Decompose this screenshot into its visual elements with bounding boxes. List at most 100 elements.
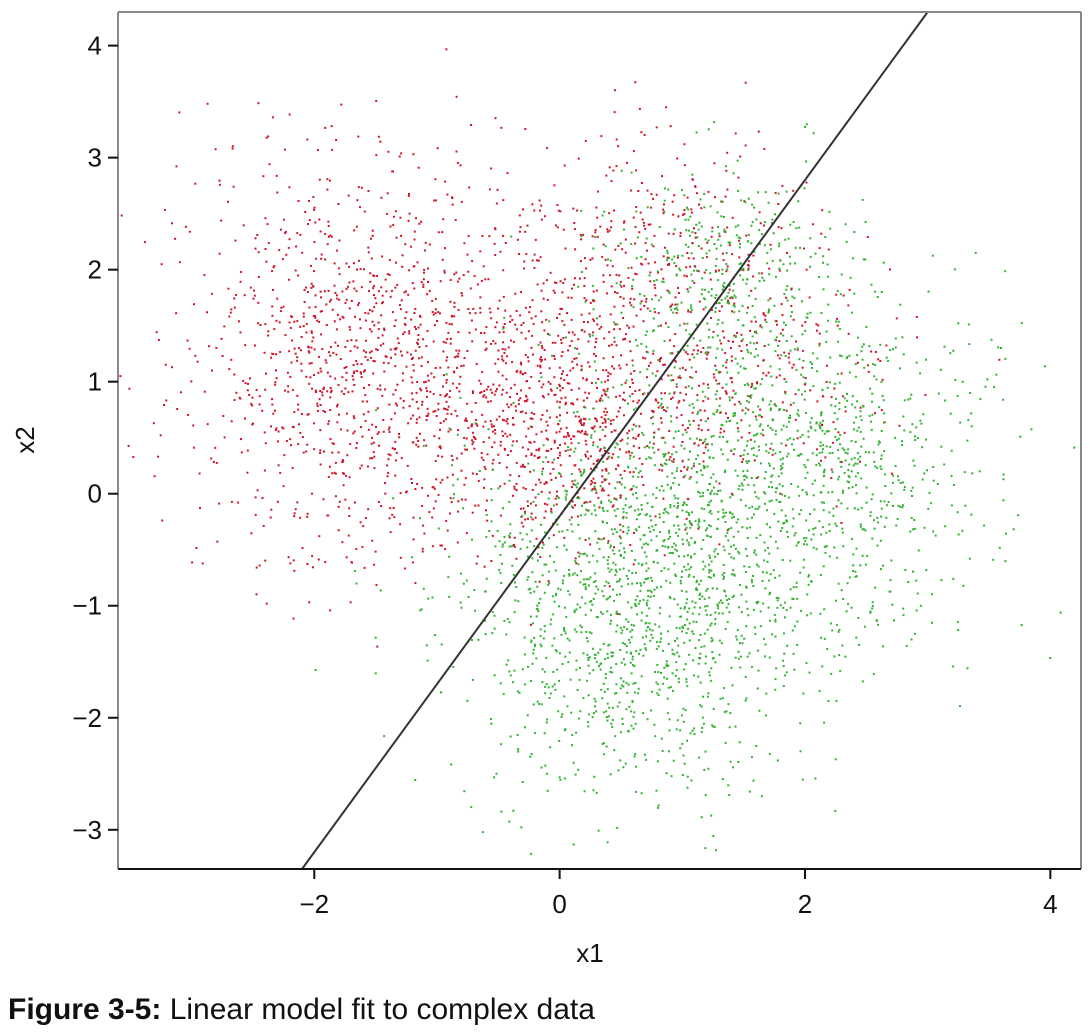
data-point [839,669,842,672]
data-point [588,418,591,421]
data-point [898,424,901,427]
data-point [726,599,728,602]
data-point [734,357,737,360]
data-point [649,595,652,598]
data-point [571,506,574,509]
data-point [787,356,790,359]
data-point [299,349,302,352]
data-point [545,318,548,321]
data-point [300,413,303,415]
data-point [789,349,792,352]
data-point [459,164,462,167]
data-point [637,236,639,239]
data-point [593,360,596,363]
data-point [657,359,660,362]
data-point [298,423,300,426]
data-point [877,521,880,524]
data-point [793,534,796,537]
data-point [768,753,771,756]
data-point [668,339,671,342]
data-point [324,561,327,564]
data-point [874,363,877,366]
data-point [582,652,585,655]
data-point [802,558,805,561]
data-point [538,478,541,481]
data-point [699,198,702,201]
data-point [667,232,670,235]
data-point [728,284,731,287]
data-point [634,81,637,84]
data-point [575,659,578,662]
data-point [740,268,743,271]
data-point [374,672,377,675]
data-point [902,353,905,356]
data-point [614,291,616,294]
data-point [745,234,748,237]
data-point [804,477,807,480]
data-point [375,100,378,102]
data-point [598,538,601,541]
data-point [564,606,566,609]
data-point [657,299,660,302]
data-point [957,322,960,325]
data-point [599,648,602,651]
data-point [793,348,796,351]
data-point [455,355,458,358]
data-point [684,709,687,712]
data-point [774,688,777,691]
data-point [881,378,884,381]
data-point [556,400,559,403]
data-point [670,374,673,377]
data-point [633,691,636,694]
data-point [701,257,704,259]
data-point [690,273,693,276]
data-point [344,346,347,348]
data-point [619,677,622,680]
data-point [418,222,421,225]
data-point [447,405,450,408]
data-point [757,649,760,652]
data-point [541,681,544,684]
data-point [435,415,438,417]
data-point [433,634,436,636]
data-point [797,388,800,391]
data-point [603,410,606,413]
data-point [705,534,708,537]
data-point [322,388,325,390]
data-point [656,370,659,373]
data-point [758,243,761,245]
data-point [744,201,747,204]
data-point [710,435,713,438]
data-point [610,343,613,346]
data-point [797,409,800,412]
data-point [903,488,906,491]
data-point [194,354,197,357]
data-point [290,361,293,364]
data-point [681,433,684,436]
data-point [382,361,385,364]
data-point [729,511,732,514]
data-point [510,403,513,406]
data-point [660,436,663,439]
data-point [730,310,733,313]
data-point [778,269,781,272]
data-point [583,501,586,504]
data-point [737,430,740,433]
data-point [885,344,888,347]
data-point [593,319,595,322]
data-point [577,551,580,554]
data-point [343,367,346,369]
data-point [387,458,390,461]
data-point [431,545,434,548]
data-point [883,412,886,415]
data-point [443,269,446,272]
data-point [758,211,761,214]
data-point [665,665,668,668]
data-point [706,605,709,607]
data-point [584,391,587,394]
data-point [331,308,334,311]
data-point [775,667,778,670]
data-point [395,451,398,454]
data-point [515,409,517,412]
data-point [570,473,573,475]
